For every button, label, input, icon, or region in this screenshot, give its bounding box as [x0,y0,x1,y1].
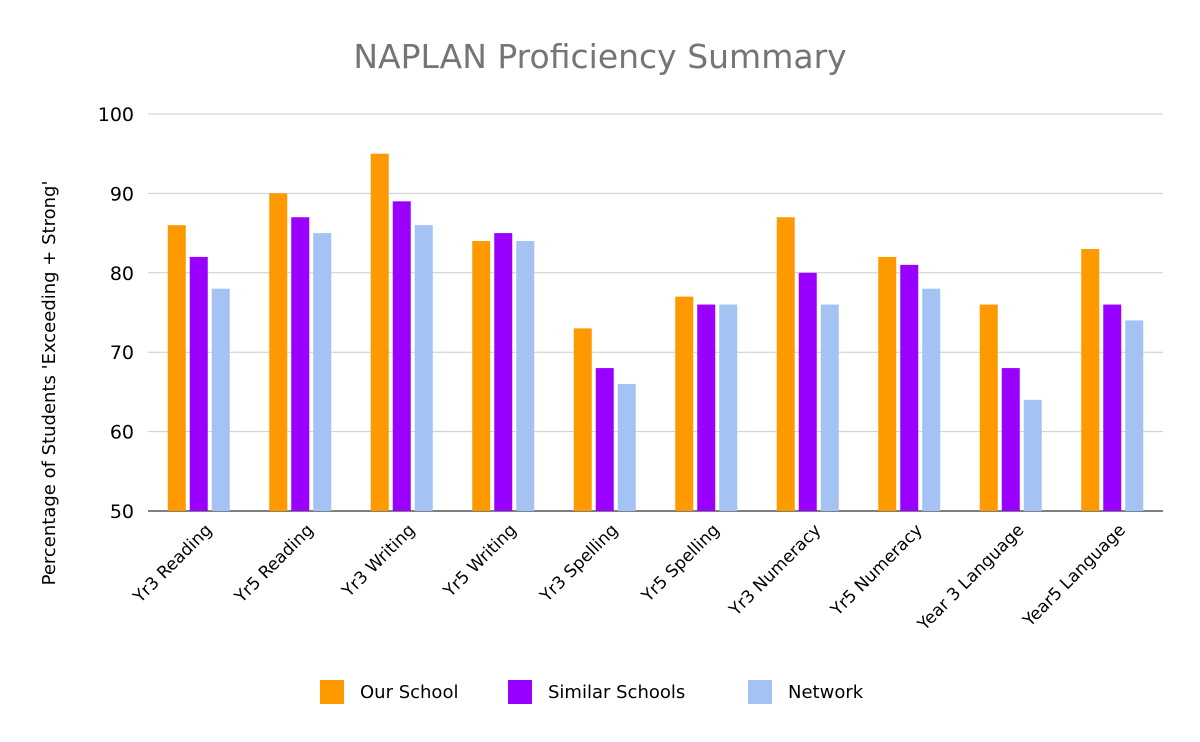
bar-our-school [269,193,288,511]
x-tick-label: Yr5 Writing [439,520,521,602]
bar-our-school [776,217,795,511]
chart-title: NAPLAN Proficiency Summary [353,37,846,76]
bar-network [414,225,433,511]
x-tick-label: Yr3 Writing [338,520,420,602]
bar-network [211,288,230,511]
bar-similar-schools [595,368,614,511]
bar-our-school [370,153,389,511]
x-tick-label: Year5 Language [1019,520,1130,631]
bar-similar-schools [1103,304,1122,511]
bar-our-school [878,256,897,511]
y-axis-ticks: 50 60 70 80 90 100 [98,104,134,523]
legend-label: Similar Schools [548,682,685,703]
y-tick-label: 90 [110,183,134,205]
x-axis-ticks: Yr3 Reading Yr5 Reading Yr3 Writing Yr5 Wri… [129,520,1130,635]
y-tick-label: 80 [110,263,134,285]
bar-similar-schools [798,272,817,511]
bar-similar-schools [900,264,919,511]
bar-our-school [675,296,694,511]
legend-swatch [748,680,772,704]
bar-network [719,304,738,511]
y-tick-label: 50 [110,501,134,523]
bar-network [516,241,535,512]
bar-network [617,383,636,511]
bar-network [313,233,332,511]
bar-our-school [573,328,592,511]
bar-network [922,288,941,511]
x-tick-label: Yr5 Numeracy [826,520,926,620]
x-tick-label: Yr3 Reading [129,520,216,607]
x-tick-label: Yr3 Numeracy [725,520,825,620]
x-tick-label: Year 3 Language [913,520,1028,635]
y-tick-label: 60 [110,422,134,444]
bar-network [1125,320,1144,511]
y-axis-label: Percentage of Students 'Exceeding + Stro… [39,181,60,586]
legend: Our School Similar Schools Network [320,680,864,704]
x-tick-label: Yr3 Spelling [536,520,623,607]
legend-swatch [508,680,532,704]
y-tick-label: 100 [98,104,134,126]
bar-similar-schools [291,217,310,511]
bar-our-school [979,304,998,511]
legend-label: Network [788,682,864,703]
x-tick-label: Yr5 Reading [230,520,317,607]
x-tick-label: Yr5 Spelling [637,520,724,607]
bar-our-school [167,225,186,511]
legend-label: Our School [360,682,458,703]
bar-similar-schools [1001,368,1020,511]
bar-our-school [1081,248,1100,512]
bar-network [820,304,839,511]
y-tick-label: 70 [110,342,134,364]
bar-similar-schools [392,201,411,511]
bars [167,153,1144,512]
bar-our-school [472,241,491,512]
bar-similar-schools [494,233,513,511]
bar-similar-schools [189,256,208,511]
legend-swatch [320,680,344,704]
bar-network [1023,399,1042,511]
bar-similar-schools [697,304,716,511]
